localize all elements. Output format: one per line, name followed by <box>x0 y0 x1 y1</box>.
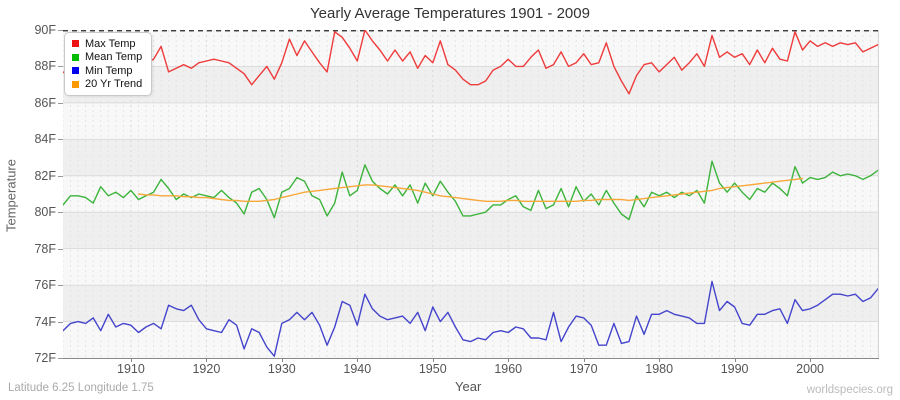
series-line-min-temp <box>62 280 879 357</box>
x-tick-label: 1990 <box>720 362 749 376</box>
series-line-20-yr-trend <box>137 177 804 203</box>
y-tick-mark <box>58 358 63 359</box>
plot-area <box>62 29 879 358</box>
y-tick-mark <box>58 285 63 287</box>
y-tick-label: 72F <box>34 351 56 365</box>
x-tick-mark <box>130 358 132 362</box>
series-line-mean-temp <box>62 160 879 221</box>
x-tick-label: 1930 <box>267 362 296 376</box>
x-tick-label: 1920 <box>192 362 221 376</box>
x-tick-mark <box>357 358 359 362</box>
plot-stripe <box>63 321 878 358</box>
y-tick-label: 76F <box>34 278 56 293</box>
y-tick-label: 86F <box>34 95 56 110</box>
min-temp-swatch-icon <box>72 67 79 75</box>
y-tick-mark <box>58 66 63 68</box>
temperature-line-chart <box>62 29 879 358</box>
legend-label: 20 Yr Trend <box>85 78 143 91</box>
x-tick-label: 1910 <box>117 362 145 376</box>
x-tick-mark <box>432 358 434 362</box>
chart-title: Yearly Average Temperatures 1901 - 2009 <box>310 5 590 22</box>
x-axis-line <box>63 358 879 359</box>
legend-item-min-temp: Min Temp <box>72 64 142 78</box>
plot-right-border <box>878 30 879 358</box>
y-tick-mark <box>58 102 63 104</box>
y-tick-label: 80F <box>34 205 56 220</box>
y-tick-mark <box>58 212 63 214</box>
legend-label: Mean Temp <box>85 51 143 64</box>
series-line-max-temp <box>62 29 879 95</box>
x-tick-label: 1970 <box>569 362 598 376</box>
y-tick-label: 74F <box>34 314 56 329</box>
x-tick-label: 1940 <box>343 362 372 376</box>
y-tick-label: 78F <box>34 241 56 256</box>
x-tick-label: 1980 <box>645 362 674 376</box>
x-axis-title: Year <box>455 379 482 394</box>
x-tick-label: 1950 <box>418 362 447 376</box>
y-tick-label: 82F <box>34 168 56 183</box>
y-tick-mark <box>58 30 63 31</box>
x-tick-mark <box>810 358 812 362</box>
y-tick-mark <box>58 248 63 250</box>
y-tick-mark <box>58 175 63 177</box>
x-tick-mark <box>206 358 208 362</box>
x-tick-mark <box>659 358 661 362</box>
x-tick-mark <box>508 358 510 362</box>
legend-item-max-temp: Max Temp <box>72 37 142 51</box>
x-tick-mark <box>583 358 585 362</box>
x-tick-label: 2000 <box>796 362 824 376</box>
y-tick-mark <box>58 321 63 323</box>
y-tick-label: 90F <box>34 23 56 37</box>
coordinates-caption: Latitude 6.25 Longitude 1.75 <box>8 382 154 394</box>
y-tick-label: 88F <box>34 59 56 74</box>
trend-swatch-icon <box>72 80 79 88</box>
max-temp-swatch-icon <box>72 40 79 48</box>
x-tick-mark <box>281 358 283 362</box>
y-tick-label: 84F <box>34 132 56 147</box>
x-tick-mark <box>734 358 736 362</box>
watermark: worldspecies.org <box>806 384 893 396</box>
y-tick-mark <box>58 139 63 141</box>
legend-item-20yr-trend: 20 Yr Trend <box>72 78 142 92</box>
legend: Max Temp Mean Temp Min Temp 20 Yr Trend <box>64 32 153 96</box>
legend-label: Max Temp <box>85 37 136 50</box>
legend-label: Min Temp <box>85 64 133 77</box>
x-tick-label: 1960 <box>494 362 523 376</box>
legend-item-mean-temp: Mean Temp <box>72 51 142 65</box>
mean-temp-swatch-icon <box>72 53 79 61</box>
